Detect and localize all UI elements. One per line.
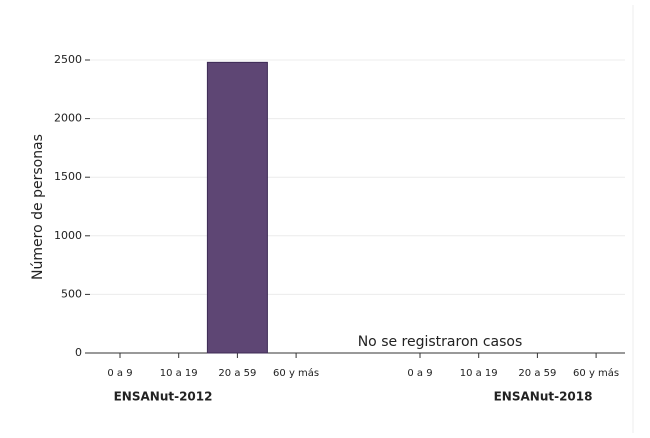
bar xyxy=(206,61,268,354)
x-tick-label: 20 a 59 xyxy=(218,368,256,379)
x-tick-label: 60 y más xyxy=(573,367,619,379)
y-tick-label: 500 xyxy=(61,287,82,300)
x-tick-label: 0 a 9 xyxy=(407,368,432,379)
y-tick-label: 2500 xyxy=(54,53,82,66)
x-tick-label: 10 a 19 xyxy=(460,368,498,379)
y-tick-label: 2000 xyxy=(54,112,82,125)
group-label: ENSANut-2018 xyxy=(494,390,593,404)
x-tick-label: 60 y más xyxy=(273,367,319,379)
y-tick-label: 1500 xyxy=(54,170,82,183)
y-tick-label: 1000 xyxy=(54,229,82,242)
annotation: No se registraron casos xyxy=(358,334,523,350)
y-axis-label: Número de personas xyxy=(30,134,46,280)
x-tick-label: 20 a 59 xyxy=(518,368,556,379)
y-tick-label: 0 xyxy=(75,346,82,359)
x-tick-label: 10 a 19 xyxy=(160,368,198,379)
x-tick-label: 0 a 9 xyxy=(107,368,132,379)
group-label: ENSANut-2012 xyxy=(114,390,213,404)
